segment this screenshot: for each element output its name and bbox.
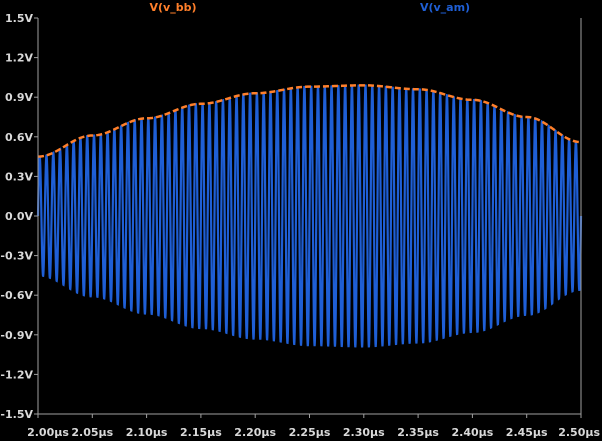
ticks-layer: 1.5V 1.2V 0.9V 0.6V 0.3V 0.0V -0.3V -0.6V -0.9V -… (0, 12, 600, 439)
legend-label-v-am[interactable]: V(v_am) (420, 1, 470, 14)
y-tick-label: 1.5V (5, 12, 33, 25)
x-tick-label: 2.10µs (126, 426, 168, 439)
x-tick-label: 2.25µs (289, 426, 331, 439)
series-layer (36, 84, 583, 348)
series-v-bb-line (37, 84, 582, 158)
y-tick-label: -1.2V (0, 368, 33, 381)
legend: V(v_bb) V(v_am) (150, 1, 471, 14)
x-tick-label: 2.35µs (397, 426, 439, 439)
y-tick-label: 0.3V (5, 170, 33, 183)
series-v-am-line (36, 84, 583, 348)
y-tick-label: -1.5V (0, 408, 33, 421)
y-tick-label: 0.9V (5, 91, 33, 104)
y-tick-label: 0.6V (5, 131, 33, 144)
y-tick-label: -0.9V (0, 329, 33, 342)
x-tick-label: 2.45µs (506, 426, 548, 439)
legend-label-v-bb[interactable]: V(v_bb) (150, 1, 197, 14)
x-tick-label: 2.20µs (234, 426, 276, 439)
y-tick-label: -0.3V (0, 250, 33, 263)
y-tick-label: 0.0V (5, 210, 33, 223)
x-tick-label: 2.15µs (180, 426, 222, 439)
x-tick-label: 2.05µs (71, 426, 113, 439)
x-tick-label: 2.50µs (558, 426, 600, 439)
x-tick-label: 2.30µs (343, 426, 385, 439)
y-tick-label: 1.2V (5, 52, 33, 65)
x-tick-label: 2.00µs (27, 426, 69, 439)
y-tick-label: -0.6V (0, 289, 33, 302)
x-tick-label: 2.40µs (452, 426, 494, 439)
